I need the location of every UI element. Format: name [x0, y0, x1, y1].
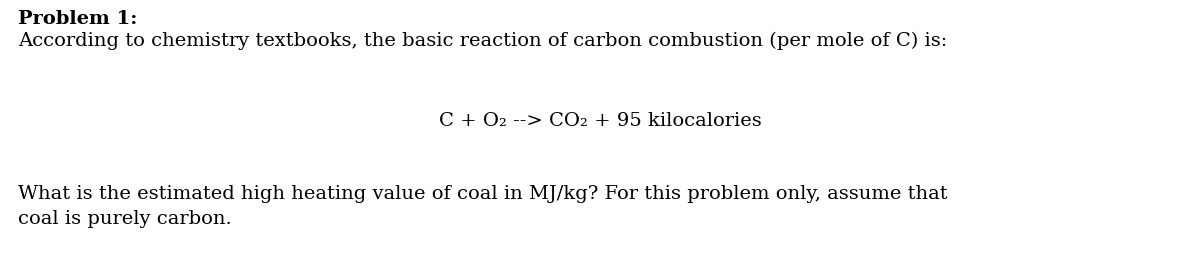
Text: What is the estimated high heating value of coal in MJ/kg? For this problem only: What is the estimated high heating value… [18, 185, 948, 203]
Text: C + O₂ --> CO₂ + 95 kilocalories: C + O₂ --> CO₂ + 95 kilocalories [439, 112, 761, 130]
Text: According to chemistry textbooks, the basic reaction of carbon combustion (per m: According to chemistry textbooks, the ba… [18, 32, 947, 50]
Text: Problem 1:: Problem 1: [18, 10, 137, 28]
Text: coal is purely carbon.: coal is purely carbon. [18, 210, 232, 228]
